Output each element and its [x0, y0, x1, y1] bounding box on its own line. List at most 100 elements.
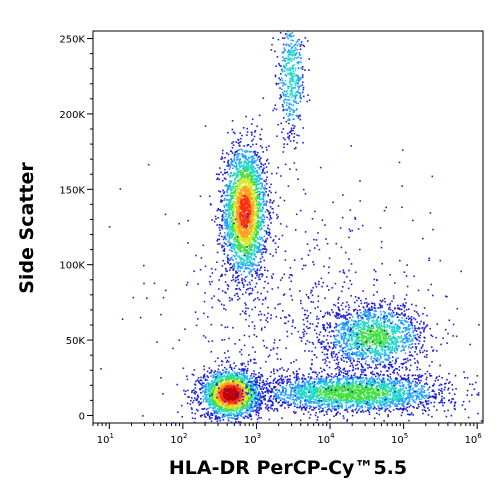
event-dot [259, 238, 262, 241]
event-dot [299, 95, 302, 97]
event-dot [210, 412, 213, 415]
event-dot [248, 281, 251, 284]
event-dot [223, 389, 225, 391]
event-dot [236, 202, 239, 205]
event-dot [256, 178, 259, 180]
event-dot [229, 381, 231, 384]
event-dot [188, 396, 190, 398]
event-dot [249, 238, 252, 240]
event-dot [293, 63, 296, 66]
event-dot [224, 222, 226, 224]
event-dot [251, 167, 253, 169]
event-dot [259, 244, 261, 246]
event-dot [221, 246, 223, 249]
event-dot [209, 418, 211, 420]
event-dot [208, 416, 211, 419]
event-dot [256, 388, 259, 390]
event-dot [227, 206, 229, 208]
event-dot [230, 158, 232, 161]
event-dot [255, 241, 257, 243]
event-dot [289, 53, 292, 56]
event-dot [222, 382, 225, 385]
event-dot [203, 365, 205, 368]
event-dot [240, 229, 242, 231]
event-dot [241, 387, 244, 390]
event-dot [257, 225, 259, 227]
event-dot [224, 178, 227, 180]
event-dot [234, 189, 237, 192]
event-dot [227, 186, 230, 188]
event-dot [197, 380, 200, 383]
event-dot [258, 196, 260, 199]
event-dot [224, 404, 227, 406]
event-dot [207, 376, 209, 379]
event-dot [233, 155, 236, 158]
event-dot [281, 51, 284, 54]
event-dot [254, 188, 257, 191]
event-dot [251, 246, 253, 249]
event-dot [242, 206, 244, 209]
event-dot [245, 252, 248, 254]
event-dot [260, 162, 262, 165]
event-dot [283, 50, 285, 53]
event-dot [233, 182, 236, 184]
event-dot [260, 163, 263, 165]
event-dot [207, 398, 210, 401]
event-dot [207, 411, 209, 413]
event-dot [263, 383, 266, 385]
event-dot [247, 395, 249, 398]
event-dot [228, 187, 231, 190]
event-dot [256, 164, 258, 166]
event-dot [228, 371, 230, 373]
event-dot [230, 180, 233, 183]
event-dot [257, 180, 259, 182]
event-dot [247, 417, 250, 419]
event-dot [282, 56, 284, 58]
event-dot [240, 222, 243, 224]
event-dot [244, 280, 247, 282]
event-dot [199, 388, 201, 391]
event-dot [233, 158, 236, 161]
event-dot [219, 405, 222, 408]
event-dot [257, 214, 259, 217]
event-dot [284, 83, 287, 86]
event-dot [259, 382, 261, 384]
event-dot [251, 169, 253, 171]
event-dot [226, 409, 228, 411]
event-dot [300, 97, 302, 100]
event-dot [239, 250, 242, 252]
event-dot [259, 204, 262, 207]
event-dot [258, 236, 261, 238]
event-dot [246, 237, 248, 240]
event-dot [245, 187, 248, 190]
event-dot [210, 397, 212, 400]
event-dot [236, 238, 238, 240]
event-dot [288, 57, 291, 59]
event-dot [299, 45, 302, 47]
event-dot [235, 279, 237, 282]
event-dot [239, 222, 241, 224]
event-dot [253, 240, 255, 243]
event-dot [232, 259, 235, 262]
event-dot [234, 221, 236, 224]
event-dot [286, 89, 289, 92]
event-dot [249, 211, 251, 214]
event-dot [231, 142, 233, 145]
event-dot [226, 165, 228, 167]
event-dot [264, 280, 266, 283]
event-dot [260, 244, 262, 246]
event-dot [203, 368, 205, 371]
event-dot [237, 278, 239, 281]
event-dot [232, 195, 234, 198]
event-dot [225, 371, 227, 373]
event-dot [270, 217, 273, 220]
event-dot [255, 400, 257, 403]
event-dot [291, 32, 293, 34]
event-dot [218, 375, 221, 378]
event-dot [263, 266, 266, 269]
event-dot [235, 410, 238, 413]
event-dot [278, 389, 280, 391]
event-dot [241, 177, 243, 179]
event-dot [191, 408, 193, 411]
event-dot [257, 190, 259, 193]
